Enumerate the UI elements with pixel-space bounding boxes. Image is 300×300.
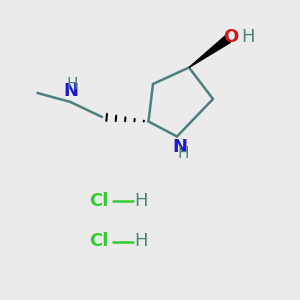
Text: H: H [134, 232, 148, 250]
Text: N: N [172, 138, 187, 156]
Text: H: H [241, 28, 255, 46]
Text: H: H [134, 192, 148, 210]
Text: N: N [63, 82, 78, 100]
Polygon shape [189, 36, 230, 68]
Text: Cl: Cl [89, 192, 109, 210]
Text: H: H [178, 146, 189, 161]
Text: O: O [224, 28, 238, 46]
Text: H: H [66, 77, 78, 92]
Text: Cl: Cl [89, 232, 109, 250]
